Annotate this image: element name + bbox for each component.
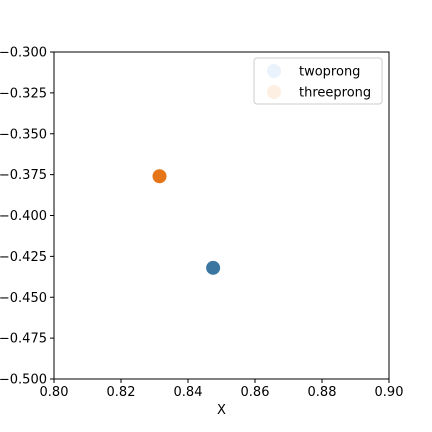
y-tick-label: −0.300 [0,46,47,61]
y-tick-label: −0.400 [0,209,47,224]
marks-layer [152,169,221,275]
legend-box [253,57,383,105]
x-tick-label: 0.84 [174,385,203,400]
y-tick-label: −0.325 [0,86,47,101]
data-point-threeprong [152,169,167,184]
x-axis-label: X [217,403,226,418]
x-axis: 0.80 0.82 0.84 0.86 0.88 0.90 [40,379,404,400]
data-point-twoprong [206,260,221,275]
x-tick-label: 0.88 [308,385,337,400]
y-tick-label: −0.425 [0,250,47,265]
y-tick-label: −0.350 [0,127,47,142]
legend-marker-twoprong [267,64,281,78]
legend-label-twoprong: twoprong [299,65,360,80]
x-tick-label: 0.82 [107,385,136,400]
y-tick-label: −0.375 [0,168,47,183]
y-axis: −0.300 −0.325 −0.350 −0.375 −0.400 −0.425 −0.4… [0,46,54,388]
legend-marker-threeprong [267,85,281,99]
y-tick-label: −0.450 [0,291,47,306]
y-tick-label: −0.500 [0,373,47,388]
x-tick-label: 0.86 [241,385,270,400]
x-tick-label: 0.90 [375,385,404,400]
legend: twoprong threeprong [253,57,383,105]
legend-label-threeprong: threeprong [299,86,371,101]
y-tick-label: −0.475 [0,332,47,347]
x-tick-label: 0.80 [40,385,69,400]
